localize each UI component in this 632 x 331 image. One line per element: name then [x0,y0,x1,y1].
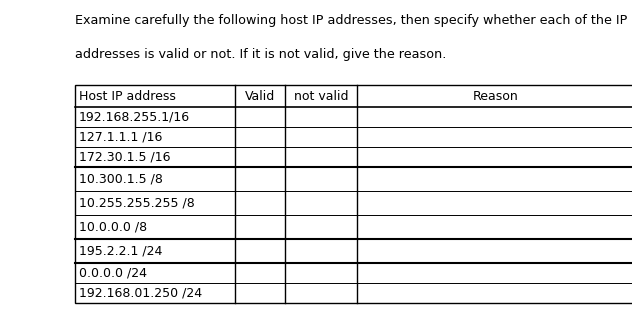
Text: 10.255.255.255 /8: 10.255.255.255 /8 [79,197,195,210]
Text: Reason: Reason [473,89,519,103]
Text: Host IP address: Host IP address [79,89,176,103]
Text: 127.1.1.1 /16: 127.1.1.1 /16 [79,130,162,144]
Text: 10.0.0.0 /8: 10.0.0.0 /8 [79,220,147,233]
Text: 0.0.0.0 /24: 0.0.0.0 /24 [79,266,147,279]
Text: 192.168.255.1/16: 192.168.255.1/16 [79,111,190,123]
Text: not valid: not valid [294,89,348,103]
Text: 192.168.01.250 /24: 192.168.01.250 /24 [79,287,202,300]
Text: 195.2.2.1 /24: 195.2.2.1 /24 [79,245,162,258]
Text: Examine carefully the following host IP addresses, then specify whether each of : Examine carefully the following host IP … [75,14,628,27]
Text: Valid: Valid [245,89,275,103]
Text: 10.300.1.5 /8: 10.300.1.5 /8 [79,172,163,185]
Text: addresses is valid or not. If it is not valid, give the reason.: addresses is valid or not. If it is not … [75,48,446,61]
Bar [75,85,632,303]
Text: 172.30.1.5 /16: 172.30.1.5 /16 [79,151,171,164]
